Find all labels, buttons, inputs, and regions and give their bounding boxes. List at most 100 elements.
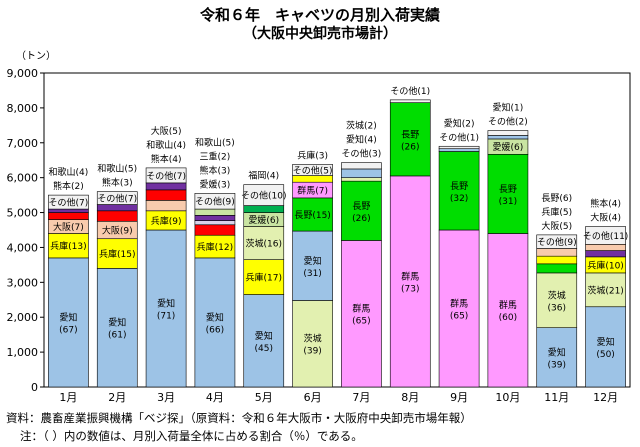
segment-share: (26): [401, 142, 419, 152]
segment-label: 大阪(9): [102, 225, 133, 237]
x-tick-label: 2月: [108, 391, 126, 404]
segment-label: その他(11): [583, 230, 628, 242]
segment-label-above: 大阪(4): [590, 212, 621, 224]
segment-label: その他(9): [537, 236, 577, 248]
segment-label: 愛知: [108, 317, 126, 329]
segment-label-above: 兵庫(3): [297, 149, 328, 161]
bar-segment: [243, 259, 285, 295]
bar-segment: [96, 191, 138, 205]
y-tick-label: 8,000: [7, 102, 39, 115]
bar-segment: [96, 238, 138, 269]
bar-segment: [292, 164, 333, 176]
y-tick-label: 4,000: [7, 241, 39, 254]
bar-segment: [194, 215, 236, 221]
bar-segment: [389, 102, 431, 177]
segment-label: 群馬(7): [297, 185, 328, 197]
segment-share: (67): [59, 325, 77, 335]
bar-segment: [243, 184, 285, 206]
y-unit-label: （トン）: [16, 50, 56, 62]
share-note: 注：（ ）内の数値は、月別入荷量全体に占める割合（％）である。: [20, 429, 363, 443]
segment-share: (32): [450, 194, 468, 204]
x-tick-label: 7月: [352, 391, 370, 404]
bar-segment: [585, 306, 626, 388]
bar-segment: [292, 175, 333, 183]
bar-segment: [194, 208, 236, 216]
bar-segment: [145, 189, 187, 201]
bar-segment: [48, 257, 89, 388]
segment-label-above: 大阪(5): [151, 125, 182, 137]
segment-label-above: 兵庫(5): [541, 206, 572, 218]
segment-label-above: 熊本(3): [200, 164, 231, 176]
segment-share: (31): [303, 269, 321, 279]
segment-label-above: 和歌山(4): [146, 139, 186, 151]
segment-label-above: 和歌山(5): [97, 163, 137, 175]
segment-share: (31): [499, 197, 517, 207]
segment-share: (50): [596, 350, 614, 360]
x-tick-label: 10月: [495, 391, 520, 404]
x-tick-label: 3月: [157, 391, 175, 404]
segment-label: 兵庫(13): [50, 240, 86, 252]
segment-label: 兵庫(15): [99, 248, 135, 260]
bar-segment: [48, 212, 89, 220]
bar-segment: [536, 248, 578, 257]
segment-label: 群馬: [352, 303, 370, 315]
segment-label-above: 愛知(4): [346, 134, 377, 146]
x-tick-label: 8月: [401, 391, 419, 404]
segment-share: (39): [548, 360, 566, 370]
segment-label: その他(9): [195, 196, 235, 208]
bar-segment: [48, 194, 89, 210]
segment-label: 愛媛(6): [248, 214, 279, 226]
segment-label: その他(7): [97, 193, 137, 205]
bar-segment: [438, 148, 480, 152]
bar-segment: [585, 250, 626, 258]
bar-segment: [145, 167, 187, 184]
bar-segment: [243, 226, 285, 260]
segment-label-above: 福岡(4): [248, 170, 279, 182]
bar-segment: [341, 162, 382, 170]
segment-label-above: 長野(6): [541, 193, 572, 204]
bar-segment: [194, 220, 236, 226]
segment-share: (61): [108, 331, 126, 341]
segment-label: 群馬: [450, 298, 468, 310]
segment-label-above: 和歌山(4): [49, 166, 89, 178]
bar-segment: [48, 208, 89, 213]
bar-segment: [536, 327, 578, 388]
segment-label: その他(10): [241, 190, 286, 202]
x-tick-label: 11月: [544, 391, 569, 404]
segment-label: 長野: [352, 201, 370, 212]
bar-segment: [487, 130, 529, 136]
bar-segment: [585, 226, 626, 245]
segment-label: 茨城: [304, 333, 322, 345]
segment-label: 兵庫(10): [587, 259, 623, 271]
segment-label: 長野: [499, 184, 517, 195]
bar-segment: [487, 153, 529, 234]
segment-label: 兵庫(17): [246, 272, 282, 284]
segment-label-above: 和歌山(5): [195, 136, 235, 148]
segment-label: 群馬: [499, 299, 517, 311]
bar-segment: [243, 205, 285, 213]
bar-segment: [585, 272, 626, 308]
segment-share: (60): [499, 313, 517, 323]
bar-segment: [389, 99, 431, 103]
source-note: 資料：農畜産業振興機構「ベジ探」（原資料：令和６年大阪市・大阪府中央卸売市場年報…: [6, 411, 472, 425]
segment-label: 長野: [450, 181, 468, 192]
segment-share: (65): [352, 317, 370, 327]
bar-segment: [585, 244, 626, 251]
bar-segment: [487, 233, 529, 388]
segment-label-above: 茨城(2): [346, 120, 377, 132]
segment-label: 愛知: [157, 298, 175, 310]
segment-share: (39): [303, 347, 321, 357]
bar-segment: [536, 234, 578, 249]
bar-segment: [145, 182, 187, 191]
segment-share: (66): [206, 325, 224, 335]
y-tick-label: 5,000: [7, 207, 39, 220]
y-tick-label: 1,000: [7, 346, 39, 359]
segment-label: 長野: [401, 129, 419, 140]
bar-segment: [487, 135, 529, 140]
segment-label-above: 熊本(3): [102, 177, 133, 189]
x-tick-label: 6月: [304, 391, 322, 404]
segment-label-above: 愛知(2): [444, 117, 475, 129]
segment-label: 兵庫(12): [197, 241, 233, 253]
x-tick-label: 12月: [593, 391, 618, 404]
